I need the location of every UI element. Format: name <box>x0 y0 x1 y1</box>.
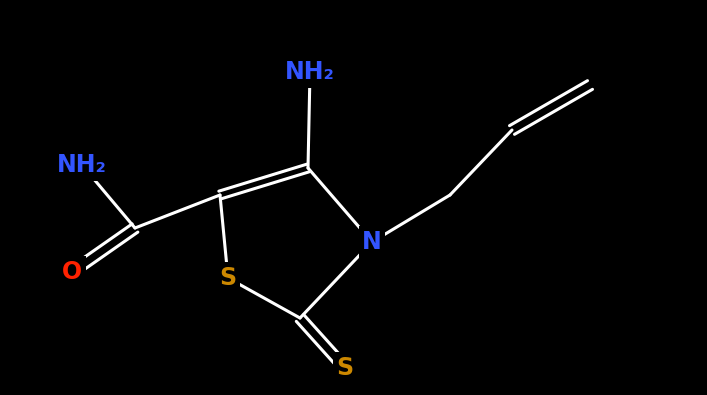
Text: NH₂: NH₂ <box>57 153 107 177</box>
Text: N: N <box>362 230 382 254</box>
Text: NH₂: NH₂ <box>285 60 335 84</box>
Text: S: S <box>337 356 354 380</box>
Text: S: S <box>219 266 237 290</box>
Text: O: O <box>62 260 82 284</box>
